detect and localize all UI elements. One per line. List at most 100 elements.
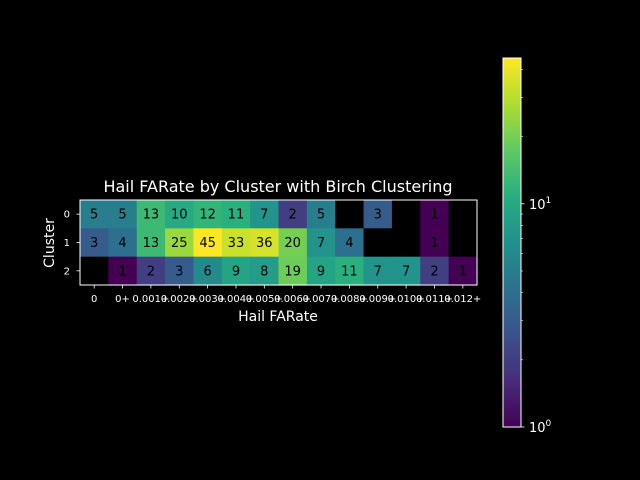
- heatmap-cell: [80, 256, 109, 286]
- cell-value-label: 33: [228, 236, 245, 251]
- heatmap-cell: [335, 228, 365, 258]
- x-tick-label: 0.009+: [359, 294, 396, 305]
- cell-value-label: 3: [90, 236, 98, 251]
- heatmap-cell: [165, 228, 195, 258]
- x-axis-label: Hail FARate: [238, 309, 318, 325]
- y-axis-label: Cluster: [42, 218, 58, 268]
- cell-value-label: 9: [317, 264, 325, 279]
- cell-value-label: 1: [459, 264, 467, 279]
- cell-value-label: 36: [256, 236, 273, 251]
- cell-value-label: 2: [147, 264, 155, 279]
- x-tick-label: 0.004+: [217, 294, 254, 305]
- heatmap-cell: [80, 200, 109, 229]
- heatmap-cell: [108, 256, 138, 286]
- cell-value-label: 8: [260, 264, 268, 279]
- heatmap-cell: [136, 228, 166, 258]
- heatmap-cell: [278, 256, 308, 286]
- x-tick-label: 0.006+: [274, 294, 311, 305]
- x-tick-label: 0: [91, 294, 97, 305]
- cell-value-label: 25: [171, 236, 188, 251]
- y-tick-label: 2: [64, 266, 70, 277]
- x-tick-label: 0.001+: [132, 294, 169, 305]
- heatmap-cell: [250, 200, 280, 229]
- x-tick-label: 0.005+: [246, 294, 283, 305]
- heatmap-cell: [448, 256, 478, 286]
- heatmap-cell: [391, 200, 421, 229]
- heatmap-cells: [80, 200, 478, 286]
- cell-value-label: 4: [345, 236, 353, 251]
- cell-value-label: 12: [199, 208, 216, 223]
- heatmap-cell: [221, 200, 251, 229]
- chart-title: Hail FARate by Cluster with Birch Cluste…: [103, 177, 452, 196]
- heatmap-cell: [193, 256, 223, 286]
- cell-value-label: 13: [143, 208, 160, 223]
- cell-value-label: 2: [289, 208, 297, 223]
- y-tick-label: 1: [64, 238, 70, 249]
- heatmap-cell: [335, 256, 365, 286]
- heatmap-cell: [363, 200, 393, 229]
- colorbar-ticks: 100 101: [521, 69, 552, 436]
- heatmap-cell: [193, 200, 223, 229]
- heatmap-cell-labels: 5 5 13 10 12 11 7 2 5 3 13 4 13 25 45 33 36 20 7 4 11 2 3 6 9 8 19…: [90, 208, 467, 280]
- heatmap-cell: [108, 228, 138, 258]
- heatmap-cell: [165, 256, 195, 286]
- heatmap-cell: [306, 200, 336, 229]
- cell-value-label: 5: [317, 208, 325, 223]
- cell-value-label: 4: [118, 236, 126, 251]
- colorbar: 100 101: [502, 57, 552, 436]
- cell-value-label: 10: [171, 208, 188, 223]
- heatmap-cell: [363, 256, 393, 286]
- cell-value-label: 2: [430, 264, 438, 279]
- heatmap-cell: [221, 228, 251, 258]
- heatmap-cell: [448, 228, 478, 258]
- x-tick-label: 0.007+: [303, 294, 340, 305]
- cell-value-label: 45: [199, 236, 216, 251]
- cell-value-label: 13: [143, 236, 160, 251]
- cell-value-label: 5: [90, 208, 98, 223]
- cell-value-label: 1: [430, 236, 438, 251]
- cell-value-label: 20: [284, 236, 301, 251]
- heatmap-cell: [391, 256, 421, 286]
- x-tick-label: 0.002+: [161, 294, 198, 305]
- cell-value-label: 9: [232, 264, 240, 279]
- heatmap-cell: [278, 228, 308, 258]
- x-tick-label: 0.011+: [416, 294, 453, 305]
- heatmap-cell: [80, 228, 109, 258]
- x-axis-ticks: 0 0+ 0.001+0.002+0.003+0.004+0.005+0.006+0…: [91, 285, 481, 305]
- x-tick-label: 0.012+: [444, 294, 481, 305]
- cell-value-label: 3: [374, 208, 382, 223]
- cell-value-label: 7: [260, 208, 268, 223]
- heatmap-cell: [221, 256, 251, 286]
- cell-value-label: 3: [175, 264, 183, 279]
- heatmap-cell: [420, 200, 450, 229]
- cell-value-label: 5: [118, 208, 126, 223]
- heatmap-cell: [250, 256, 280, 286]
- heatmap-cell: [448, 200, 478, 229]
- x-tick-label: 0.008+: [331, 294, 368, 305]
- cell-value-label: 7: [374, 264, 382, 279]
- heatmap-cell: [306, 228, 336, 258]
- y-axis-ticks: 0 1 2: [64, 210, 80, 277]
- heatmap-cell: [165, 200, 195, 229]
- heatmap-cell: [363, 228, 393, 258]
- colorbar-tick-label: 101: [529, 196, 551, 213]
- cell-value-label: 11: [228, 208, 245, 223]
- heatmap-cell: [335, 200, 365, 229]
- cell-value-label: 1: [118, 264, 126, 279]
- heatmap-cell: [250, 228, 280, 258]
- heatmap-cell: [306, 256, 336, 286]
- heatmap-cell: [136, 200, 166, 229]
- colorbar-tick-label: 100: [529, 419, 552, 436]
- y-tick-label: 0: [64, 210, 70, 221]
- heatmap-cell: [391, 228, 421, 258]
- cell-value-label: 7: [402, 264, 410, 279]
- heatmap-cell: [420, 228, 450, 258]
- heatmap-cell: [108, 200, 138, 229]
- heatmap-cell: [193, 228, 223, 258]
- x-tick-label: 0.010+: [388, 294, 425, 305]
- cell-value-label: 6: [203, 264, 211, 279]
- cell-value-label: 19: [284, 264, 301, 279]
- cell-value-label: 11: [341, 264, 358, 279]
- cell-value-label: 7: [317, 236, 325, 251]
